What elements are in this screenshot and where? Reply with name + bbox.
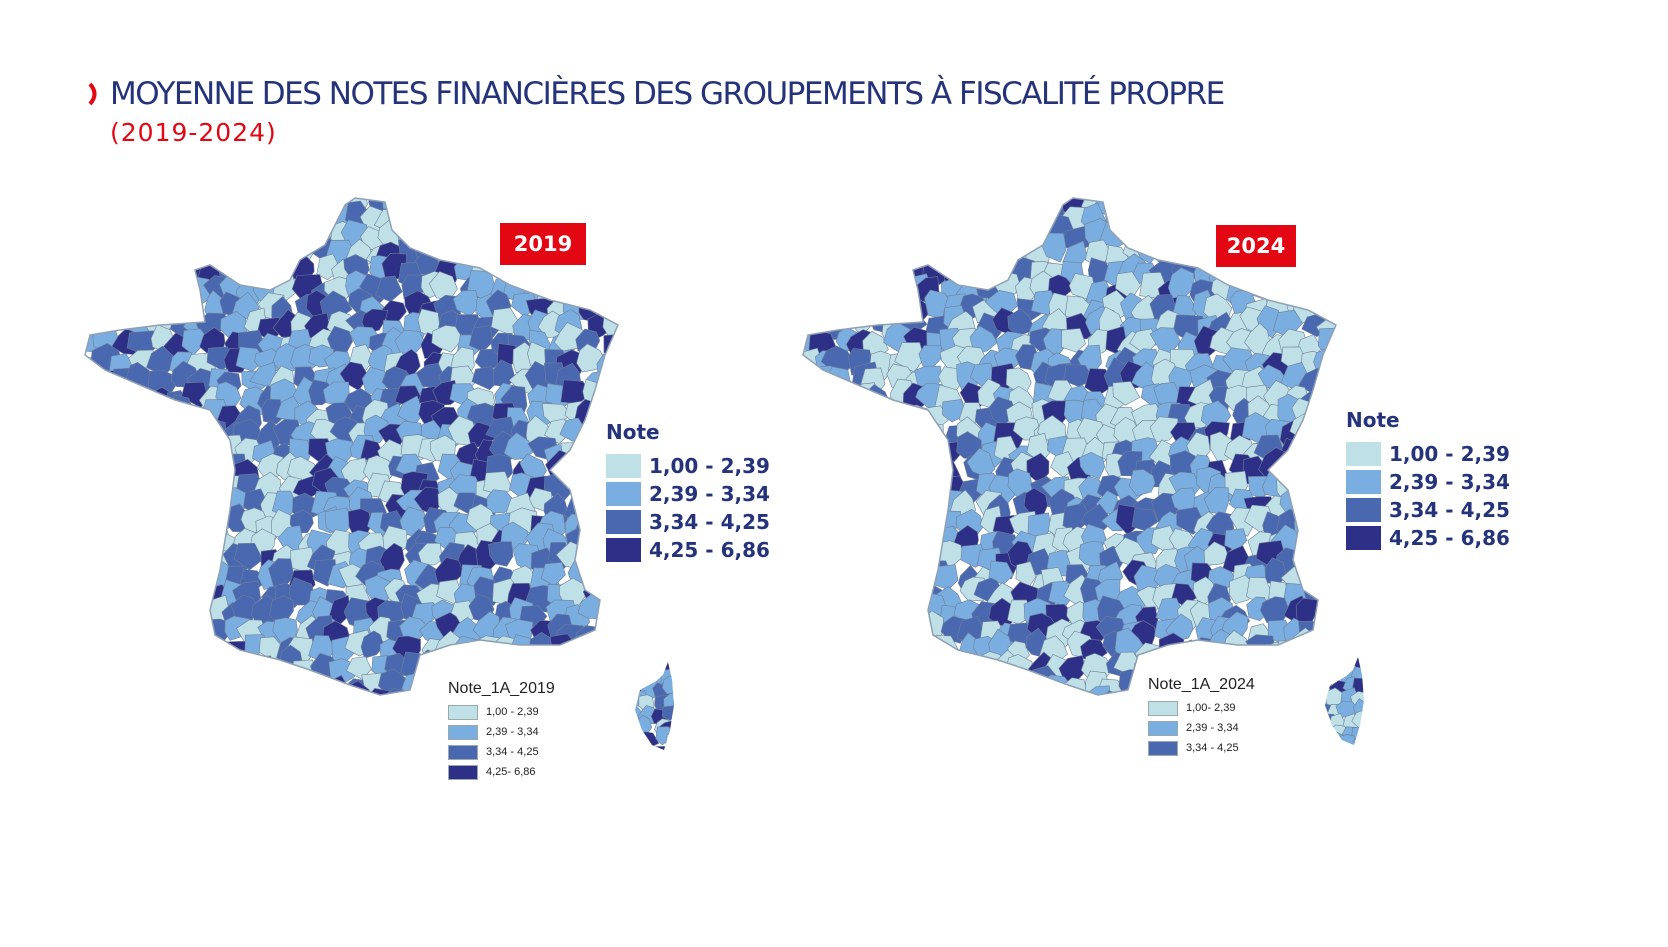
page-title: MOYENNE DES NOTES FINANCIÈRES DES GROUPE… [110, 76, 1225, 112]
small-legend-item: 3,34 - 4,25 [1148, 738, 1255, 758]
legend-label: 3,34 - 4,25 [486, 746, 539, 758]
small-legend-item: 1,00- 2,39 [1148, 698, 1255, 718]
small-legend-item: 2,39 - 3,34 [1148, 718, 1255, 738]
legend-swatch [1346, 526, 1381, 550]
small-legend-title: Note_1A_2024 [1148, 676, 1255, 693]
corsica-map-2024 [1325, 657, 1364, 745]
legend-title: Note [1346, 408, 1400, 432]
small-legend: Note_1A_2024 1,00- 2,39 2,39 - 3,34 3,34… [1148, 676, 1255, 758]
year-badge: 2019 [500, 223, 586, 265]
legend-title: Note [606, 420, 660, 444]
legend-item: 3,34 - 4,25 [606, 508, 770, 536]
legend-label: 1,00 - 2,39 [486, 706, 539, 718]
note-legend: Note 1,00 - 2,39 2,39 - 3,34 3,34 - 4,25… [606, 420, 770, 564]
legend-swatch [1148, 740, 1178, 756]
corsica-map-2019 [635, 662, 674, 750]
legend-swatch [606, 482, 641, 506]
legend-label: 4,25 - 6,86 [1389, 526, 1510, 550]
legend-label: 1,00 - 2,39 [1389, 442, 1510, 466]
small-legend-item: 1,00 - 2,39 [448, 702, 555, 722]
legend-label: 2,39 - 3,34 [1186, 722, 1239, 734]
legend-swatch [606, 454, 641, 478]
small-legend-item: 4,25- 6,86 [448, 762, 555, 782]
france-map-2019 [84, 197, 619, 696]
page-subtitle: (2019-2024) [110, 118, 277, 147]
small-legend: Note_1A_2019 1,00 - 2,39 2,39 - 3,34 3,3… [448, 680, 555, 782]
legend-label: 1,00- 2,39 [1186, 702, 1236, 714]
legend-item: 1,00 - 2,39 [606, 452, 770, 480]
legend-label: 4,25- 6,86 [486, 766, 536, 778]
legend-item: 4,25 - 6,86 [1346, 524, 1510, 552]
legend-swatch [606, 510, 641, 534]
small-legend-item: 3,34 - 4,25 [448, 742, 555, 762]
legend-item: 2,39 - 3,34 [606, 480, 770, 508]
title-marker-icon [88, 82, 97, 106]
legend-item: 2,39 - 3,34 [1346, 468, 1510, 496]
legend-swatch [448, 744, 478, 760]
legend-label: 3,34 - 4,25 [1186, 742, 1239, 754]
legend-swatch [1148, 720, 1178, 736]
legend-swatch [1346, 498, 1381, 522]
legend-swatch [1346, 470, 1381, 494]
year-badge: 2024 [1216, 225, 1296, 267]
legend-item: 4,25 - 6,86 [606, 536, 770, 564]
legend-item: 3,34 - 4,25 [1346, 496, 1510, 524]
legend-label: 3,34 - 4,25 [1389, 498, 1510, 522]
title-row: MOYENNE DES NOTES FINANCIÈRES DES GROUPE… [88, 76, 1225, 112]
legend-label: 2,39 - 3,34 [1389, 470, 1510, 494]
legend-swatch [448, 704, 478, 720]
legend-label: 4,25 - 6,86 [649, 538, 770, 562]
legend-swatch [1148, 700, 1178, 716]
small-legend-item: 2,39 - 3,34 [448, 722, 555, 742]
legend-label: 3,34 - 4,25 [649, 510, 770, 534]
legend-swatch [606, 538, 641, 562]
legend-label: 1,00 - 2,39 [649, 454, 770, 478]
france-map-2024 [802, 197, 1337, 696]
legend-label: 2,39 - 3,34 [649, 482, 770, 506]
legend-swatch [448, 724, 478, 740]
legend-swatch [448, 764, 478, 780]
legend-swatch [1346, 442, 1381, 466]
note-legend: Note 1,00 - 2,39 2,39 - 3,34 3,34 - 4,25… [1346, 408, 1510, 552]
legend-label: 2,39 - 3,34 [486, 726, 539, 738]
small-legend-title: Note_1A_2019 [448, 680, 555, 697]
legend-item: 1,00 - 2,39 [1346, 440, 1510, 468]
